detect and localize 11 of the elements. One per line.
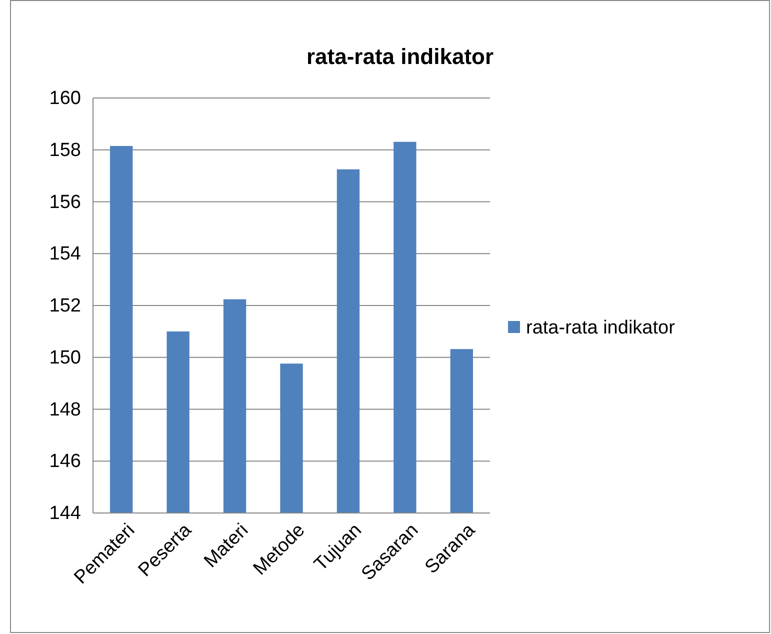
y-tick-label: 160: [49, 88, 81, 110]
y-tick-label: 154: [49, 244, 82, 265]
y-tick-label: 144: [49, 503, 82, 524]
y-tick-label: 152: [49, 296, 81, 317]
legend-label: rata-rata indikator: [526, 318, 676, 339]
y-tick-label: 146: [49, 451, 81, 472]
y-tick-label: 150: [49, 347, 81, 368]
chart-title: rata-rata indikator: [306, 44, 494, 69]
y-tick-label: 158: [49, 140, 81, 161]
y-tick-label: 156: [49, 192, 81, 213]
y-tick-label: 148: [49, 399, 81, 420]
